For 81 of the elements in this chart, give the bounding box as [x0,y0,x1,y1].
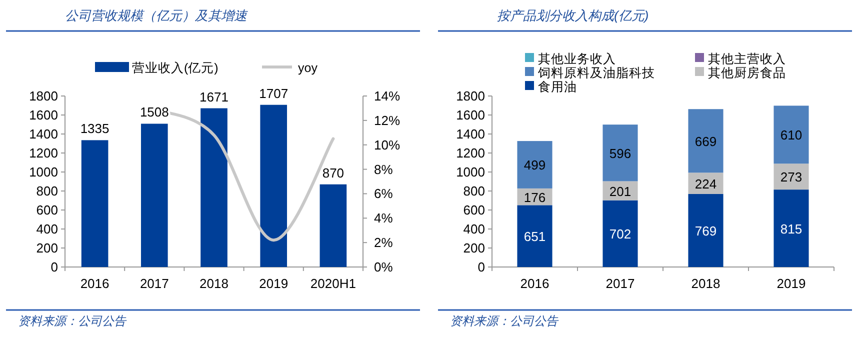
data-label: 651 [524,229,546,244]
y-tick-label: 1800 [29,88,58,104]
y-tick-label: 1400 [456,126,485,142]
y2-tick-label: 0% [374,260,394,274]
data-label: 176 [524,190,546,205]
bar [688,109,724,173]
bar [517,205,552,267]
y2-tick-label: 10% [374,137,400,152]
y-tick-label: 800 [36,184,58,198]
bar [517,141,552,188]
bar [320,184,347,267]
y2-tick-label: 14% [374,88,400,104]
x-tick-label: 2020H1 [310,276,356,291]
bar [140,124,168,267]
chart-title: 按产品划分收入构成(亿元) [497,8,649,23]
x-tick-label: 2018 [691,276,720,291]
data-label: 870 [322,165,344,180]
y-tick-label: 1600 [456,108,485,122]
legend-label: 其他主营收入 [708,51,786,66]
text: 资料来源：公司公告 [450,314,559,328]
data-label: 669 [694,134,717,149]
data-label: 596 [609,146,632,161]
x-tick-label: 2019 [259,276,288,291]
data-label: 1671 [200,89,228,104]
bar [602,124,638,182]
bar [602,200,638,267]
y-tick-label: 1600 [29,108,58,122]
legend-label: 营业收入(亿元) [132,61,218,75]
bar [688,172,724,194]
y-tick-label: 0 [50,260,58,274]
y-tick-label: 600 [36,202,58,218]
text: 资料来源：公司公告 [18,314,127,328]
chart-title: 公司营收规模（亿元）及其增速 [65,8,248,23]
legend-label: 饲料原料及油脂科技 [537,66,655,80]
y-tick-label: 1000 [29,164,58,180]
bar [774,106,809,164]
y2-tick-label: 4% [374,210,394,226]
y2-tick-label: 12% [374,112,400,128]
data-label: 224 [694,176,717,192]
legend-label: 其他业务收入 [538,52,616,66]
data-label: 610 [780,128,802,143]
y-tick-label: 600 [463,202,485,218]
y-tick-label: 400 [36,222,58,236]
y-tick-label: 200 [463,240,485,256]
bar [260,104,288,267]
y-tick-label: 1200 [456,146,485,160]
y2-tick-label: 2% [374,235,394,250]
x-tick-label: 2016 [80,276,110,291]
bar [602,181,638,200]
data-label: 1335 [80,121,110,136]
data-label: 1508 [140,104,169,120]
legend-label: 其他厨房食品 [708,65,786,80]
bar [200,108,228,267]
data-label: 499 [524,158,546,173]
legend-label: yoy [298,61,318,75]
y-tick-label: 800 [463,184,485,198]
y-tick-label: 1400 [29,126,58,142]
data-label: 769 [694,223,717,238]
data-label: 1707 [259,86,288,101]
x-tick-label: 2019 [776,276,806,291]
data-label: 201 [609,184,632,199]
y-tick-label: 0 [478,260,485,274]
legend-label: 食用油 [538,80,577,94]
y-tick-label: 400 [463,222,485,236]
data-label: 273 [780,170,802,185]
data-label: 815 [780,221,802,236]
bar [688,194,724,267]
y-tick-label: 1200 [29,146,58,160]
y2-tick-label: 6% [374,186,394,202]
y2-tick-label: 8% [374,162,394,177]
x-tick-label: 2017 [140,276,169,291]
bar [774,190,809,267]
x-tick-label: 2018 [200,276,228,291]
y-tick-label: 1000 [456,164,485,180]
bar [774,164,809,190]
x-tick-label: 2017 [606,276,635,291]
y-tick-label: 1800 [456,88,485,104]
y-tick-label: 200 [36,240,58,256]
bar [81,140,108,267]
data-label: 702 [609,226,632,242]
x-tick-label: 2016 [520,276,550,291]
